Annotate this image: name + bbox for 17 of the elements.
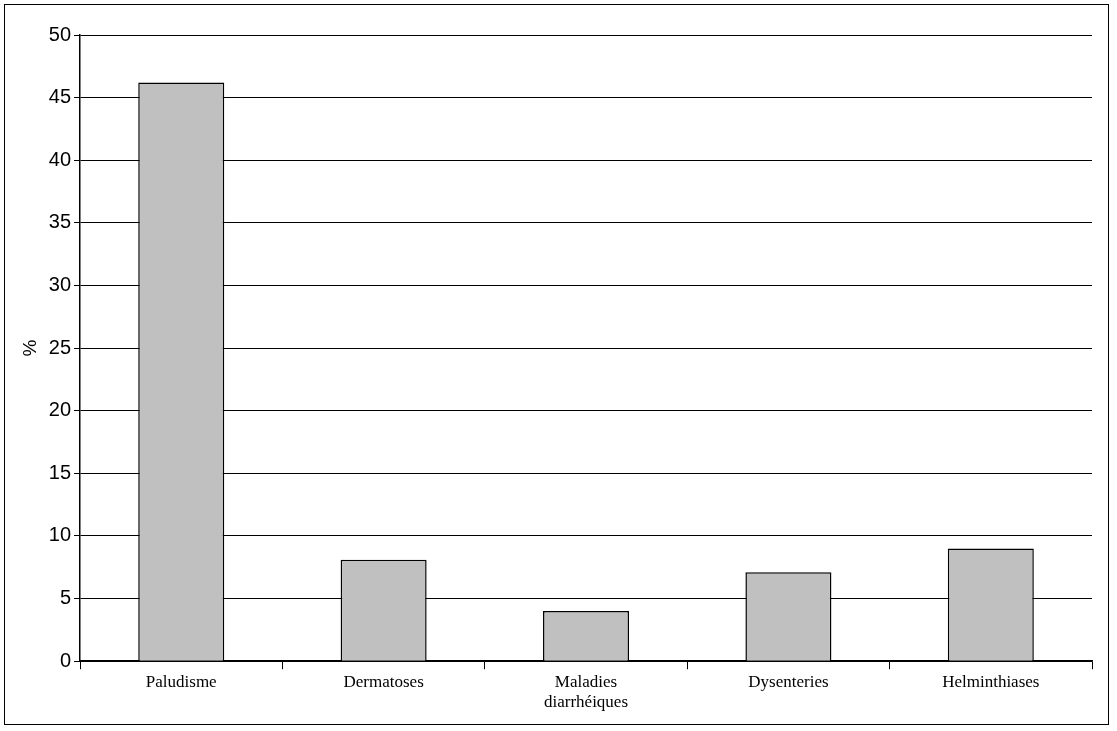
y-tick-label: 20 [48, 398, 72, 421]
y-tick-label: 10 [48, 523, 72, 546]
x-tick-label: Maladies diarrhéiques [544, 671, 629, 712]
x-tick-label: Helminthiases [942, 671, 1040, 691]
y-tick-label: 45 [48, 85, 72, 108]
x-tick-label: Dermatoses [343, 671, 424, 691]
y-axis-title: % [18, 339, 40, 357]
y-tick-label: 5 [59, 586, 72, 609]
y-tick-label: 50 [48, 22, 72, 45]
y-tick-label: 30 [48, 273, 72, 295]
y-tick-label: 35 [48, 210, 72, 233]
y-tick-label: 0 [59, 648, 72, 671]
x-tick-label: Paludisme [145, 671, 217, 691]
y-tick-label: 40 [48, 147, 72, 170]
y-tick-label: 25 [48, 335, 72, 358]
x-tick-label: Dysenteries [748, 671, 829, 691]
y-tick-label: 15 [48, 460, 72, 483]
